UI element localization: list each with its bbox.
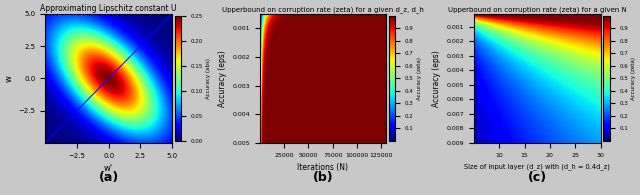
X-axis label: Iterations (N): Iterations (N) <box>298 163 348 172</box>
Y-axis label: Accuracy (eps): Accuracy (eps) <box>432 50 441 107</box>
Title: Approximating Lipschitz constant U: Approximating Lipschitz constant U <box>40 4 177 13</box>
Y-axis label: w: w <box>4 75 13 82</box>
Y-axis label: Accuracy (zeta): Accuracy (zeta) <box>631 57 636 100</box>
X-axis label: w': w' <box>104 164 113 173</box>
Y-axis label: Accuracy (zeta): Accuracy (zeta) <box>417 57 422 100</box>
Title: Upperbound on corruption rate (zeta) for a given N: Upperbound on corruption rate (zeta) for… <box>448 6 627 13</box>
Text: (c): (c) <box>528 171 547 184</box>
Title: Upperbound on corruption rate (zeta) for a given d_z, d_h: Upperbound on corruption rate (zeta) for… <box>222 6 424 13</box>
X-axis label: Size of input layer (d_z) with (d_h = 0.4d_z): Size of input layer (d_z) with (d_h = 0.… <box>465 163 610 170</box>
Text: (b): (b) <box>313 171 333 184</box>
Text: (a): (a) <box>99 171 119 184</box>
Y-axis label: Accuracy (eps): Accuracy (eps) <box>218 50 227 107</box>
Y-axis label: Accuracy (abs): Accuracy (abs) <box>205 58 211 99</box>
